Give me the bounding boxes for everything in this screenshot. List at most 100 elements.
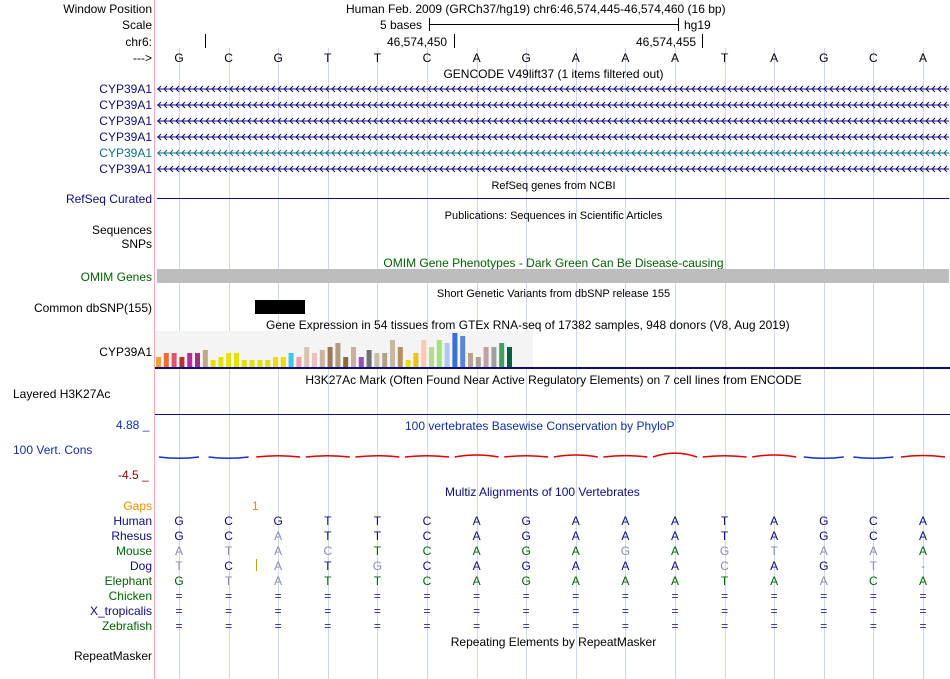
strand-chevron <box>469 165 474 173</box>
publications-track-title[interactable]: Publications: Sequences in Scientific Ar… <box>444 210 663 222</box>
gencode-gene-track[interactable] <box>157 145 949 159</box>
h3k27ac-track-title[interactable]: H3K27Ac Mark (Often Found Near Active Re… <box>305 373 802 387</box>
gencode-track-title[interactable]: GENCODE V49lift37 (1 items filtered out) <box>443 67 664 81</box>
strand-chevron <box>565 85 570 93</box>
gtex-tissue-bar <box>202 350 208 367</box>
multiz-species-label[interactable]: Elephant <box>104 574 152 588</box>
gencode-gene-track[interactable] <box>157 113 949 127</box>
refseq-label[interactable]: RefSeq Curated <box>65 192 152 206</box>
phylop-track-title[interactable]: 100 vertebrates Basewise Conservation by… <box>405 419 675 433</box>
multiz-species-label[interactable]: Zebrafish <box>101 619 152 633</box>
multiz-species-label[interactable]: Mouse <box>115 544 152 558</box>
strand-chevron <box>631 101 636 109</box>
refseq-gene-line[interactable] <box>157 198 949 199</box>
strand-chevron <box>889 117 894 125</box>
multiz-species-label[interactable]: Rhesus <box>111 529 152 543</box>
omim-label[interactable]: OMIM Genes <box>80 270 152 284</box>
h3k27ac-label[interactable]: Layered H3K27Ac <box>13 387 111 401</box>
gtex-bar-chart[interactable] <box>155 331 535 367</box>
gencode-gene-label[interactable]: CYP39A1 <box>99 98 152 112</box>
strand-chevron <box>175 101 180 109</box>
gencode-gene-label[interactable]: CYP39A1 <box>99 162 152 176</box>
multiz-species-label[interactable]: Chicken <box>108 589 152 603</box>
omim-phenotype-bar[interactable] <box>157 269 949 283</box>
repeatmasker-track-title[interactable]: Repeating Elements by RepeatMasker <box>450 635 657 649</box>
strand-chevron <box>625 85 630 93</box>
refseq-track-title[interactable]: RefSeq genes from NCBI <box>491 180 616 192</box>
multiz-base: = <box>175 589 183 603</box>
sequence-base: A <box>670 51 679 65</box>
strand-chevron <box>445 101 450 109</box>
strand-chevron <box>493 117 498 125</box>
strand-chevron <box>799 117 804 125</box>
strand-chevron <box>679 149 684 157</box>
strand-chevron <box>685 149 690 157</box>
repeatmasker-label[interactable]: RepeatMasker <box>73 649 152 663</box>
strand-chevron <box>673 85 678 93</box>
strand-chevron <box>757 85 762 93</box>
strand-chevron <box>829 133 834 141</box>
multiz-base: A <box>472 574 481 588</box>
strand-chevron <box>367 117 372 125</box>
strand-chevron <box>415 117 420 125</box>
gencode-gene-label[interactable]: CYP39A1 <box>99 130 152 144</box>
gencode-gene-label[interactable]: CYP39A1 <box>99 146 152 160</box>
strand-chevron <box>721 85 726 93</box>
strand-chevron <box>463 101 468 109</box>
gencode-gene-track[interactable] <box>157 129 949 143</box>
strand-chevron <box>433 149 438 157</box>
multiz-track-title[interactable]: Multiz Alignments of 100 Vertebrates <box>445 485 640 499</box>
sequence-base: A <box>571 51 580 65</box>
omim-track-title[interactable]: OMIM Gene Phenotypes - Dark Green Can Be… <box>383 256 724 270</box>
snps-label[interactable]: SNPs <box>121 237 152 251</box>
strand-chevron <box>787 149 792 157</box>
dbsnp-label[interactable]: Common dbSNP(155) <box>33 301 152 315</box>
gencode-gene-track[interactable] <box>157 81 949 95</box>
strand-chevron <box>493 149 498 157</box>
strand-chevron <box>463 85 468 93</box>
strand-chevron <box>169 117 174 125</box>
strand-chevron <box>163 117 168 125</box>
phylop-label[interactable]: 100 Vert. Cons <box>13 443 93 457</box>
strand-chevron <box>229 149 234 157</box>
strand-chevron <box>673 101 678 109</box>
gtex-track-title[interactable]: Gene Expression in 54 tissues from GTEx … <box>266 318 790 332</box>
multiz-base: T <box>770 544 778 558</box>
multiz-base: A <box>571 544 580 558</box>
strand-chevron <box>361 133 366 141</box>
strand-chevron <box>853 85 858 93</box>
multiz-species-label[interactable]: X_tropicalis <box>89 604 152 618</box>
multiz-species-label[interactable]: Dog <box>129 559 152 573</box>
strand-chevron <box>883 101 888 109</box>
strand-chevron <box>283 117 288 125</box>
gencode-gene-label[interactable]: CYP39A1 <box>99 82 152 96</box>
gtex-gene-line[interactable] <box>155 367 950 369</box>
strand-chevron <box>907 85 912 93</box>
gencode-gene-track[interactable] <box>157 161 949 175</box>
multiz-base: T <box>373 514 382 528</box>
dbsnp-track-title[interactable]: Short Genetic Variants from dbSNP releas… <box>436 288 671 300</box>
multiz-base: = <box>572 604 580 618</box>
multiz-base: = <box>175 604 183 618</box>
gencode-gene-label[interactable]: CYP39A1 <box>99 114 152 128</box>
multiz-species-label[interactable]: Human <box>113 514 152 528</box>
strand-chevron <box>385 165 390 173</box>
strand-chevron <box>937 165 942 173</box>
strand-chevron <box>901 117 906 125</box>
multiz-base: A <box>918 514 927 528</box>
strand-chevron <box>619 101 624 109</box>
strand-chevron <box>451 117 456 125</box>
strand-chevron <box>325 117 330 125</box>
strand-chevron <box>571 165 576 173</box>
publications-label[interactable]: Sequences <box>91 223 152 237</box>
phylop-wiggle-plot[interactable] <box>155 440 950 470</box>
strand-chevron <box>295 133 300 141</box>
strand-chevron <box>451 85 456 93</box>
strand-chevron <box>349 149 354 157</box>
strand-chevron <box>793 149 798 157</box>
dbsnp-variant-block[interactable] <box>255 300 305 314</box>
strand-chevron <box>607 149 612 157</box>
gencode-gene-track[interactable] <box>157 97 949 111</box>
strand-chevron <box>205 149 210 157</box>
gtex-label[interactable]: CYP39A1 <box>99 345 152 359</box>
